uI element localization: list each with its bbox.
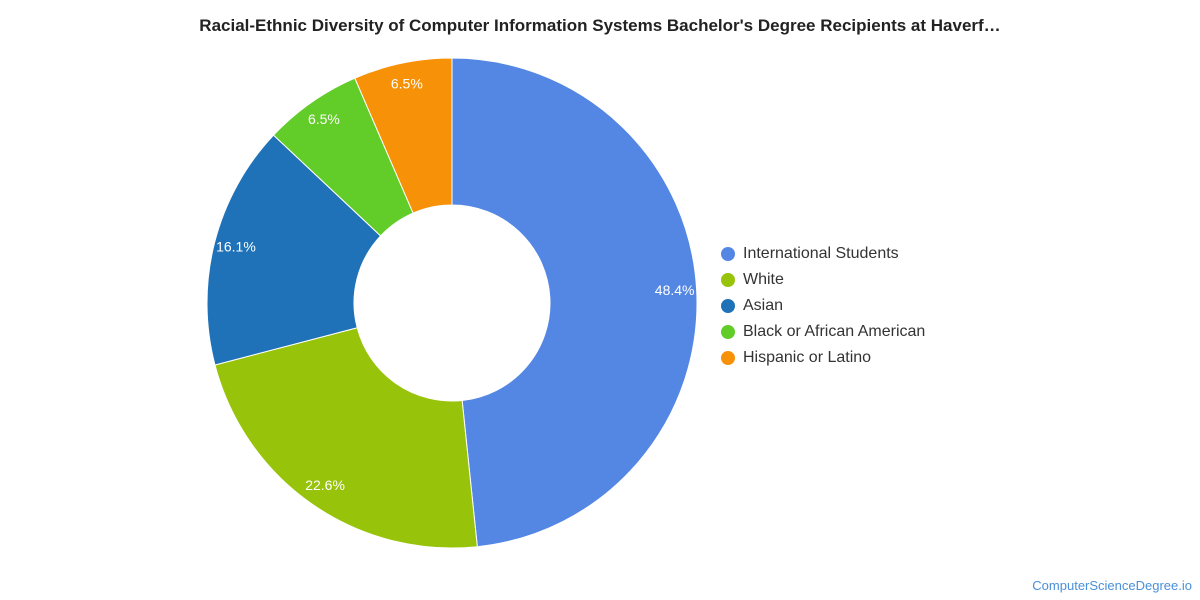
legend-swatch-asian (721, 299, 735, 313)
slice-international-students[interactable] (451, 57, 698, 548)
slice-label-hispanic-or-latino: 6.5% (391, 75, 423, 91)
legend-label-black-or-african-american: Black or African American (743, 323, 926, 340)
slice-white[interactable] (214, 327, 478, 549)
legend-label-white: White (743, 271, 784, 288)
slice-label-international-students: 48.4% (655, 282, 695, 298)
source-credit-link[interactable]: ComputerScienceDegree.io (1032, 578, 1192, 593)
legend-label-hispanic-or-latino: Hispanic or Latino (743, 349, 872, 366)
legend-item-hispanic-or-latino[interactable]: Hispanic or Latino (721, 345, 925, 371)
legend-item-black-or-african-american[interactable]: Black or African American (721, 319, 925, 345)
legend-swatch-black-or-african-american (721, 325, 735, 339)
slice-label-asian: 16.1% (216, 239, 256, 255)
legend-swatch-hispanic-or-latino (721, 351, 735, 365)
chart-title: Racial-Ethnic Diversity of Computer Info… (199, 16, 1001, 35)
legend-item-white[interactable]: White (721, 267, 925, 293)
legend: International Students White Asian Black… (721, 241, 925, 371)
legend-swatch-international-students (721, 247, 735, 261)
slice-label-black-or-african-american: 6.5% (308, 111, 340, 127)
legend-swatch-white (721, 273, 735, 287)
slice-label-white: 22.6% (305, 477, 345, 493)
legend-item-asian[interactable]: Asian (721, 293, 925, 319)
slice-asian[interactable] (206, 134, 382, 366)
slice-hispanic-or-latino[interactable] (354, 57, 453, 214)
legend-label-asian: Asian (743, 297, 784, 314)
legend-item-international-students[interactable]: International Students (721, 241, 925, 267)
legend-label-international-students: International Students (743, 245, 899, 262)
